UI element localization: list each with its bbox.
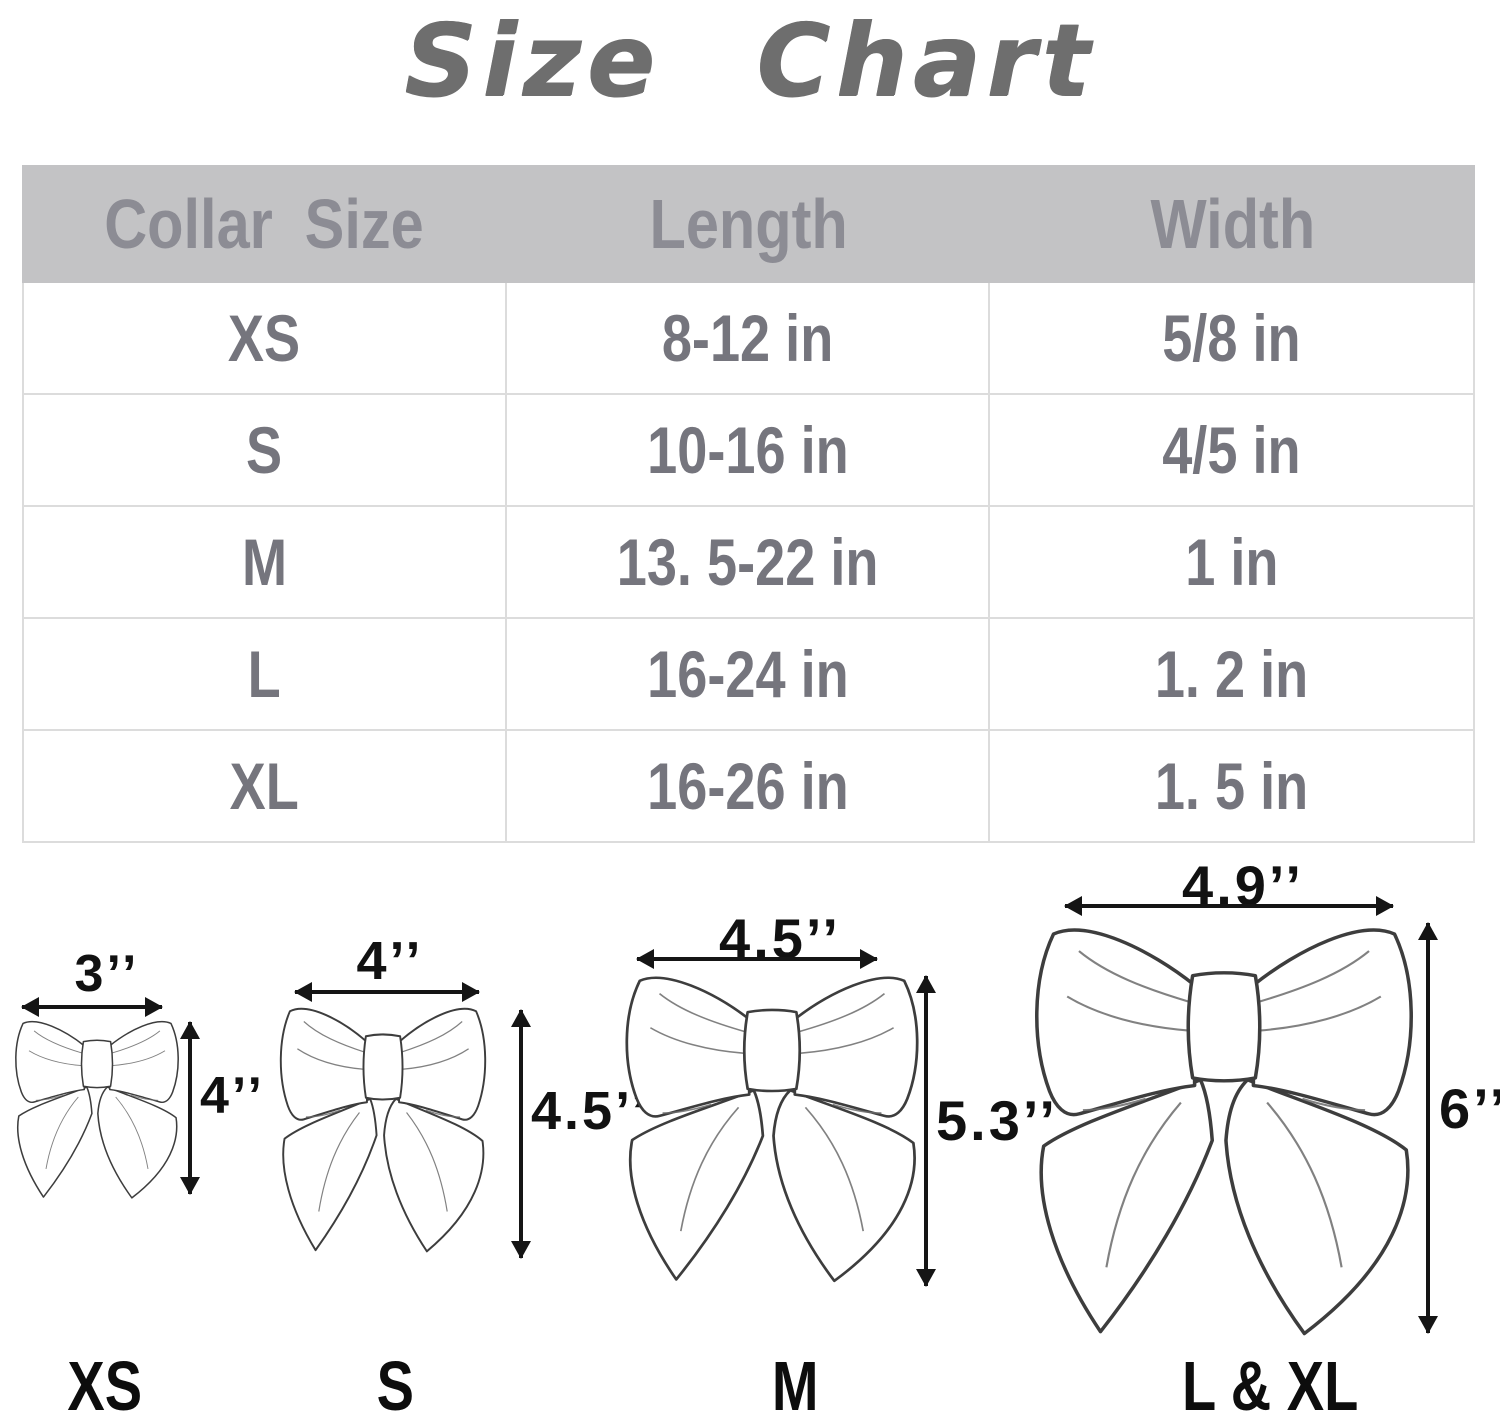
table-body: XS 8-12 in 5/8 in S 10-16 in 4/5 in M 13…	[22, 283, 1475, 843]
bow-xs-height-arrow-icon	[188, 1022, 192, 1194]
bow-xs-illustration	[12, 1016, 182, 1202]
table-row: M 13. 5-22 in 1 in	[24, 507, 1473, 619]
page-title: Size Chart	[404, 2, 1096, 119]
table-cell: XL	[24, 731, 507, 843]
bow-m-height-arrow-icon	[924, 976, 928, 1286]
bow-s-size-name: S	[376, 1347, 414, 1423]
bow-lxl-width-label: 4.9’’	[1182, 854, 1304, 917]
bow-s-illustration	[276, 1001, 490, 1257]
table-header-row: Collar Size Length Width	[22, 165, 1475, 283]
table-row: XS 8-12 in 5/8 in	[24, 283, 1473, 395]
bow-xs-width-arrow-icon	[22, 1005, 162, 1009]
bow-m-size-name: M	[771, 1347, 819, 1423]
table-cell: 5/8 in	[990, 283, 1473, 395]
table-row: S 10-16 in 4/5 in	[24, 395, 1473, 507]
bow-m-illustration	[620, 968, 924, 1288]
bow-xs-size-name: XS	[67, 1347, 143, 1423]
bow-lxl-illustration	[1028, 917, 1420, 1343]
bow-m-height-label: 5.3’’	[936, 1089, 1058, 1152]
bow-lxl-height-arrow-icon	[1426, 923, 1430, 1333]
bow-s-height-arrow-icon	[519, 1010, 523, 1258]
table-row: L 16-24 in 1. 2 in	[24, 619, 1473, 731]
table-cell: L	[24, 619, 507, 731]
bow-s-width-label: 4’’	[356, 931, 424, 991]
bow-xs-height-label: 4’’	[200, 1067, 265, 1125]
table-header-cell: Length	[649, 185, 848, 263]
table-cell: 16-26 in	[507, 731, 990, 843]
bow-s-width-arrow-icon	[295, 990, 479, 994]
table-cell: 13. 5-22 in	[507, 507, 990, 619]
table-cell: 10-16 in	[507, 395, 990, 507]
table-header-cell: Collar Size	[104, 185, 424, 263]
bow-lxl-width-arrow-icon	[1065, 904, 1393, 908]
bow-xs-width-label: 3’’	[74, 945, 140, 1003]
table-cell: XS	[24, 283, 507, 395]
bow-m-width-arrow-icon	[637, 957, 877, 961]
table-cell: 4/5 in	[990, 395, 1473, 507]
table-header-cell: Width	[1150, 185, 1316, 263]
table-cell: 16-24 in	[507, 619, 990, 731]
table-cell: 1. 5 in	[990, 731, 1473, 843]
table-row: XL 16-26 in 1. 5 in	[24, 731, 1473, 843]
table-cell: M	[24, 507, 507, 619]
table-cell: 1. 2 in	[990, 619, 1473, 731]
size-table: Collar Size Length Width XS 8-12 in 5/8 …	[22, 165, 1475, 843]
bow-lxl-height-label: 6’’	[1439, 1077, 1500, 1140]
bow-lxl-size-name: L & XL	[1181, 1347, 1359, 1423]
bow-s-height-label: 4.5’’	[531, 1081, 650, 1141]
table-cell: 1 in	[990, 507, 1473, 619]
table-cell: S	[24, 395, 507, 507]
bow-m-width-label: 4.5’’	[719, 907, 841, 970]
table-cell: 8-12 in	[507, 283, 990, 395]
